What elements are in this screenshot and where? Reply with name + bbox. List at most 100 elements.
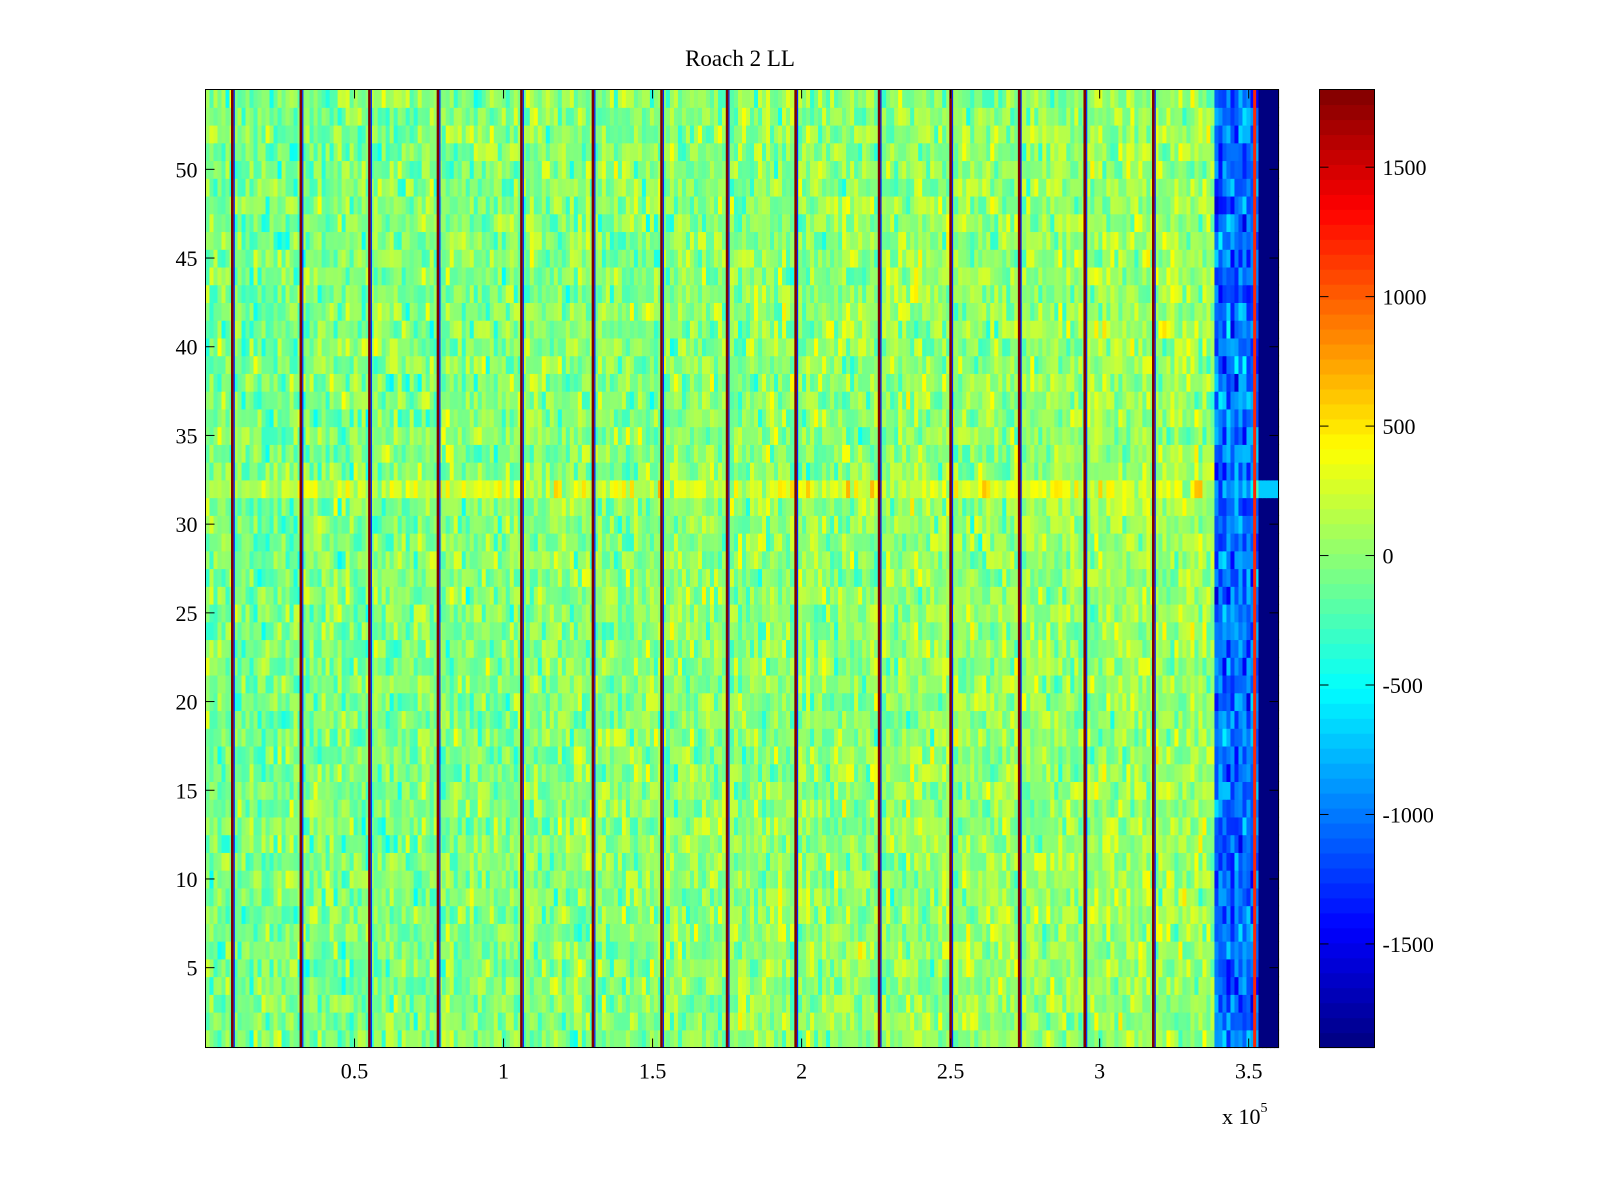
- heatmap-cell: [882, 1029, 887, 1049]
- heatmap-cell: [934, 994, 939, 1013]
- heatmap-cell: [1178, 763, 1184, 782]
- heatmap-cell: [1070, 994, 1075, 1013]
- heatmap-cell: [786, 887, 791, 907]
- heatmap-cell: [345, 728, 351, 747]
- heatmap-cell: [605, 887, 611, 907]
- heatmap-cell: [433, 976, 439, 995]
- heatmap-cell: [269, 834, 275, 853]
- heatmap-cell: [1098, 1029, 1103, 1049]
- heatmap-cell: [557, 941, 563, 960]
- heatmap-cell: [854, 799, 859, 818]
- heatmap-cell: [265, 1029, 271, 1049]
- heatmap-cell: [417, 816, 423, 836]
- heatmap-cell: [361, 745, 367, 765]
- heatmap-cell: [457, 887, 463, 907]
- heatmap-cell: [770, 941, 775, 960]
- heatmap-cell: [870, 852, 875, 871]
- heatmap-cell: [501, 834, 507, 853]
- heatmap-cell: [501, 923, 507, 942]
- heatmap-cell: [425, 745, 431, 765]
- heatmap-cell: [293, 834, 299, 853]
- heatmap-cell: [1182, 852, 1188, 871]
- heatmap-cell: [433, 852, 439, 871]
- heatmap-cell: [1154, 728, 1159, 747]
- heatmap-cell: [525, 763, 531, 782]
- heatmap-cell: [990, 1012, 995, 1031]
- heatmap-cell: [818, 834, 823, 853]
- heatmap-cell: [750, 710, 755, 729]
- heatmap-cell: [421, 994, 427, 1013]
- heatmap-cell: [774, 923, 779, 942]
- heatmap-cell: [1222, 1029, 1228, 1049]
- heatmap-cell: [389, 870, 395, 889]
- heatmap-cell: [373, 870, 379, 889]
- heatmap-cell: [521, 870, 527, 889]
- heatmap-cell: [637, 834, 643, 853]
- heatmap-cell: [329, 905, 335, 924]
- heatmap-cell: [1238, 994, 1244, 1013]
- heatmap-cell: [329, 1012, 335, 1031]
- heatmap-cell: [954, 834, 959, 853]
- heatmap-cell: [293, 1029, 299, 1049]
- heatmap-cell: [253, 710, 259, 729]
- heatmap-cell: [1046, 994, 1051, 1013]
- heatmap-cell: [758, 923, 763, 942]
- heatmap-cell: [517, 1012, 523, 1031]
- heatmap-cell: [1106, 728, 1111, 747]
- heatmap-cell: [1246, 887, 1252, 907]
- heatmap-cell: [1206, 834, 1212, 853]
- heatmap-cell: [746, 763, 751, 782]
- heatmap-cell: [1098, 728, 1103, 747]
- heatmap-cell: [1142, 1012, 1147, 1031]
- heatmap-cell: [998, 958, 1003, 978]
- heatmap-cell: [1046, 834, 1051, 853]
- heatmap-cell: [1094, 976, 1099, 995]
- heatmap-cell: [1046, 852, 1051, 871]
- heatmap-cell: [421, 852, 427, 871]
- heatmap-cell: [313, 745, 319, 765]
- heatmap-cell: [537, 1029, 543, 1049]
- heatmap-cell: [882, 958, 887, 978]
- heatmap-cell: [894, 976, 899, 995]
- heatmap-cell: [537, 923, 543, 942]
- heatmap-cell: [1126, 852, 1131, 871]
- heatmap-cell: [681, 1012, 687, 1031]
- heatmap-cell: [601, 958, 607, 978]
- heatmap-cell: [381, 923, 387, 942]
- heatmap-cell: [361, 958, 367, 978]
- heatmap-cell: [946, 781, 951, 800]
- heatmap-cell: [301, 745, 307, 765]
- heatmap-cell: [1098, 799, 1103, 818]
- heatmap-cell: [457, 745, 463, 765]
- heatmap-cell: [261, 745, 267, 765]
- heatmap-cell: [453, 763, 459, 782]
- heatmap-cell: [1154, 958, 1159, 978]
- heatmap-cell: [1158, 852, 1163, 871]
- heatmap-cell: [882, 994, 887, 1013]
- heatmap-cell: [609, 923, 615, 942]
- heatmap-cell: [497, 834, 503, 853]
- heatmap-cell: [313, 958, 319, 978]
- heatmap-cell: [313, 976, 319, 995]
- heatmap-cell: [930, 763, 935, 782]
- heatmap-cell: [1006, 834, 1011, 853]
- heatmap-cell: [914, 1029, 919, 1049]
- heatmap-cell: [1198, 870, 1204, 889]
- heatmap-cell: [717, 816, 723, 836]
- heatmap-cell: [1138, 905, 1143, 924]
- heatmap-cell: [681, 852, 687, 871]
- heatmap-cell: [413, 710, 419, 729]
- heatmap-cell: [818, 976, 823, 995]
- heatmap-cell: [758, 816, 763, 836]
- heatmap-cell: [357, 923, 363, 942]
- heatmap-cell: [862, 728, 867, 747]
- heatmap-cell: [958, 941, 963, 960]
- heatmap-cell: [689, 976, 695, 995]
- heatmap-cell: [870, 905, 875, 924]
- heatmap-cell: [489, 816, 495, 836]
- heatmap-cell: [601, 799, 607, 818]
- heatmap-cell: [870, 728, 875, 747]
- heatmap-cell: [417, 958, 423, 978]
- heatmap-cell: [241, 1012, 247, 1031]
- heatmap-cell: [810, 887, 815, 907]
